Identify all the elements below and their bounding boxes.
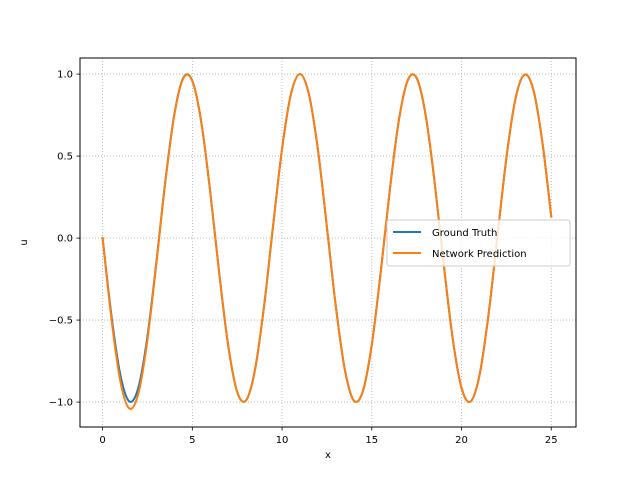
y-tick-label: 0.5 bbox=[57, 152, 73, 163]
x-tick-label: 5 bbox=[189, 435, 195, 446]
series-line-1 bbox=[101, 73, 553, 410]
plot-frame bbox=[79, 57, 577, 428]
axis-ticks: 0 5 10 15 20 25 −1.0 −0.5 0.0 0.5 1.0 bbox=[49, 70, 558, 446]
legend-label: Network Prediction bbox=[432, 249, 527, 260]
x-tick-label: 15 bbox=[365, 435, 378, 446]
y-tick-label: 0.0 bbox=[57, 234, 73, 245]
x-tick-label: 0 bbox=[99, 435, 105, 446]
y-axis-label: u bbox=[19, 239, 30, 245]
x-tick-label: 25 bbox=[545, 435, 558, 446]
x-tick-label: 20 bbox=[455, 435, 468, 446]
y-tick-label: 1.0 bbox=[57, 70, 73, 81]
y-tick-label: −1.0 bbox=[49, 398, 73, 409]
legend-label: Ground Truth bbox=[432, 228, 497, 239]
series-lines bbox=[101, 73, 553, 410]
legend: Ground Truth Network Prediction bbox=[386, 219, 571, 267]
x-axis-label: x bbox=[325, 450, 331, 461]
x-tick-label: 10 bbox=[276, 435, 289, 446]
legend-box bbox=[386, 219, 571, 267]
y-tick-label: −0.5 bbox=[49, 316, 73, 327]
